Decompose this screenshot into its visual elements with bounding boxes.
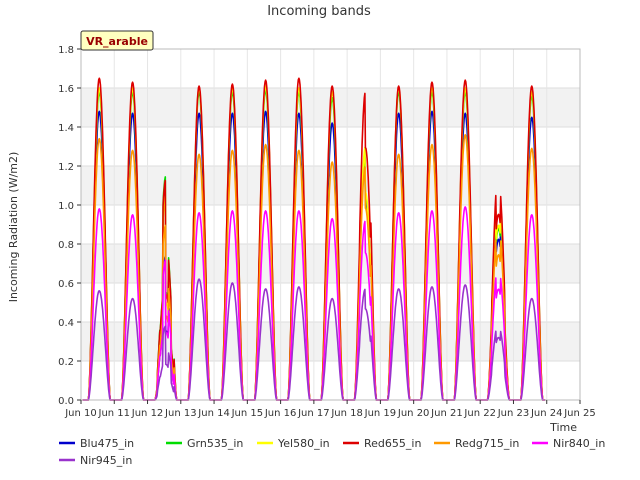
y-tick-label: 1.4 bbox=[58, 123, 74, 134]
x-axis-label: Time bbox=[549, 421, 577, 434]
x-tick-label: Jun 21 bbox=[430, 408, 463, 419]
legend-label: Redg715_in bbox=[455, 437, 519, 450]
chart-title: Incoming bands bbox=[267, 4, 371, 19]
y-axis-label: Incoming Radiation (W/m2) bbox=[7, 152, 20, 303]
background-band bbox=[81, 244, 580, 283]
x-tick-label: Jun 25 bbox=[563, 408, 596, 419]
site-label: VR_arable bbox=[86, 35, 148, 48]
site-label-box: VR_arable bbox=[80, 30, 154, 51]
x-tick-label: Jun 20 bbox=[397, 408, 430, 419]
legend: Blu475_in Grn535_in Yel580_in Red655_in Redg… bbox=[59, 437, 605, 467]
plot-frame bbox=[80, 48, 581, 401]
x-tick-label: Jun 11 bbox=[98, 408, 131, 419]
y-tick-label: 0.0 bbox=[58, 396, 74, 407]
x-tick-label: Jun 19 bbox=[364, 408, 397, 419]
y-axis: 0.0 0.2 0.4 0.6 0.8 1.0 1.2 1.4 1.6 1.8 bbox=[58, 45, 81, 407]
x-tick-label: Jun 15 bbox=[231, 408, 264, 419]
x-tick-label: Jun 13 bbox=[164, 408, 197, 419]
x-tick-label: Jun 23 bbox=[497, 408, 530, 419]
x-tick-label: Jun 10 bbox=[64, 408, 97, 419]
x-tick-label: Jun 14 bbox=[197, 408, 230, 419]
x-tick-label: Jun 18 bbox=[330, 408, 363, 419]
legend-label: Nir945_in bbox=[80, 454, 132, 467]
legend-label: Nir840_in bbox=[553, 437, 605, 450]
y-tick-label: 1.6 bbox=[58, 84, 74, 95]
x-tick-label: Jun 24 bbox=[530, 408, 563, 419]
legend-label: Grn535_in bbox=[187, 437, 243, 450]
x-tick-label: Jun 17 bbox=[297, 408, 330, 419]
y-tick-label: 0.8 bbox=[58, 240, 74, 251]
x-tick-label: Jun 16 bbox=[264, 408, 297, 419]
y-tick-label: 1.2 bbox=[58, 162, 74, 173]
y-tick-label: 0.6 bbox=[58, 279, 74, 290]
y-tick-label: 1.8 bbox=[58, 45, 74, 56]
y-tick-label: 0.2 bbox=[58, 357, 74, 368]
legend-label: Red655_in bbox=[364, 437, 421, 450]
x-axis: Jun 10 Jun 11 Jun 12 Jun 13 Jun 14 Jun 15 Jun … bbox=[64, 400, 596, 419]
legend-label: Yel580_in bbox=[277, 437, 330, 450]
x-tick-label: Jun 22 bbox=[463, 408, 496, 419]
y-tick-label: 1.0 bbox=[58, 201, 74, 212]
legend-label: Blu475_in bbox=[80, 437, 134, 450]
x-tick-label: Jun 12 bbox=[131, 408, 164, 419]
y-tick-label: 0.4 bbox=[58, 318, 74, 329]
